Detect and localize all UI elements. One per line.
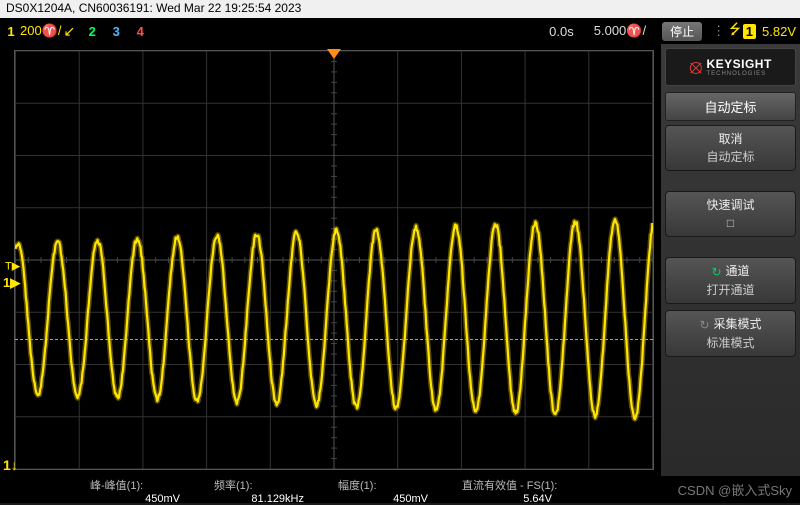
trigger-edge-icon: ⭍ xyxy=(729,19,741,43)
brand-name: KEYSIGHT xyxy=(706,57,771,71)
btn-quick-debug[interactable]: 快速调试 □ xyxy=(665,191,796,237)
trigger-level: 5.82V xyxy=(762,24,796,39)
ch1-scale: 200♈/ xyxy=(20,23,62,39)
meas-value: 450mV xyxy=(338,493,438,505)
side-panel: ⦻ KEYSIGHT TECHNOLOGIES 自动定标 取消自动定标快速调试□… xyxy=(660,44,800,476)
btn-channel-line2: 打开通道 xyxy=(668,281,793,299)
t-label: T▶ xyxy=(5,260,20,273)
device-id-text: DS0X1204A, CN60036191: Wed Mar 22 19:25:… xyxy=(6,1,301,15)
waveform-trace xyxy=(15,51,653,469)
btn-channel-line1: ↻通道 xyxy=(711,264,749,278)
measurement-cell: 峰-峰值(1):450mV xyxy=(90,477,190,505)
meas-value: 5.64V xyxy=(462,493,562,505)
time-scale: 5.000♈/ xyxy=(594,23,646,39)
trigger-channel: 1 xyxy=(743,24,756,39)
bottom-ch1-marker: 1↓ xyxy=(3,457,18,473)
meas-label: 幅度(1): xyxy=(338,477,438,493)
meas-value: 81.129kHz xyxy=(214,493,314,505)
btn-cancel-autoscale-line1: 取消 xyxy=(718,132,742,146)
meas-label: 直流有效值 - FS(1): xyxy=(462,477,562,493)
meas-label: 频率(1): xyxy=(214,477,314,493)
btn-cancel-autoscale[interactable]: 取消自动定标 xyxy=(665,125,796,171)
plot-wrap: T▶ 1▶ 1↓ xyxy=(0,44,660,476)
btn-cancel-autoscale-line2: 自动定标 xyxy=(668,148,793,166)
ch3-indicator: 3 xyxy=(109,24,123,39)
measurement-cell: 直流有效值 - FS(1):5.64V xyxy=(462,477,562,505)
btn-acq-mode[interactable]: ↻采集模式标准模式 xyxy=(665,310,796,357)
meas-label: 峰-峰值(1): xyxy=(90,477,190,493)
btn-acq-mode-icon: ↻ xyxy=(699,316,709,334)
measurement-cell: 幅度(1):450mV xyxy=(338,477,438,505)
ch4-indicator: 4 xyxy=(133,24,147,39)
side-menu-title: 自动定标 xyxy=(665,92,796,121)
btn-channel[interactable]: ↻通道打开通道 xyxy=(665,257,796,304)
brand-logo: ⦻ KEYSIGHT TECHNOLOGIES xyxy=(665,48,796,86)
time-offset: 0.0s xyxy=(549,24,574,39)
trigger-time-marker xyxy=(327,49,341,59)
ground-marker: 1▶ xyxy=(3,275,20,291)
ch2-indicator: 2 xyxy=(85,24,99,39)
btn-quick-debug-line2: □ xyxy=(668,214,793,232)
device-header: DS0X1204A, CN60036191: Wed Mar 22 19:25:… xyxy=(0,0,800,18)
ch1-coupling-icon: ↙ xyxy=(64,23,76,40)
main-area: T▶ 1▶ 1↓ ⦻ KEYSIGHT TECHNOLOGIES 自动定标 取消… xyxy=(0,44,800,476)
btn-acq-mode-line1: ↻采集模式 xyxy=(699,317,761,331)
measurement-cell: 频率(1):81.129kHz xyxy=(214,477,314,505)
meas-value: 450mV xyxy=(90,493,190,505)
waveform-display[interactable]: T▶ 1▶ 1↓ xyxy=(14,50,654,470)
watermark: CSDN @嵌入式Sky xyxy=(678,480,792,499)
brand-sub: TECHNOLOGIES xyxy=(706,71,771,77)
keysight-icon: ⦻ xyxy=(689,56,702,79)
btn-acq-mode-line2: 标准模式 xyxy=(668,334,793,352)
top-status-bar: 1 200♈/ ↙ 2 3 4 0.0s 5.000♈/ 停止 ⋮ ⭍ 1 5.… xyxy=(0,18,800,44)
btn-channel-icon: ↻ xyxy=(711,263,721,281)
btn-quick-debug-line1: 快速调试 xyxy=(706,198,754,212)
trig-separator: ⋮ xyxy=(712,23,725,39)
run-status: 停止 xyxy=(662,22,702,41)
ch1-indicator: 1 xyxy=(4,24,18,39)
